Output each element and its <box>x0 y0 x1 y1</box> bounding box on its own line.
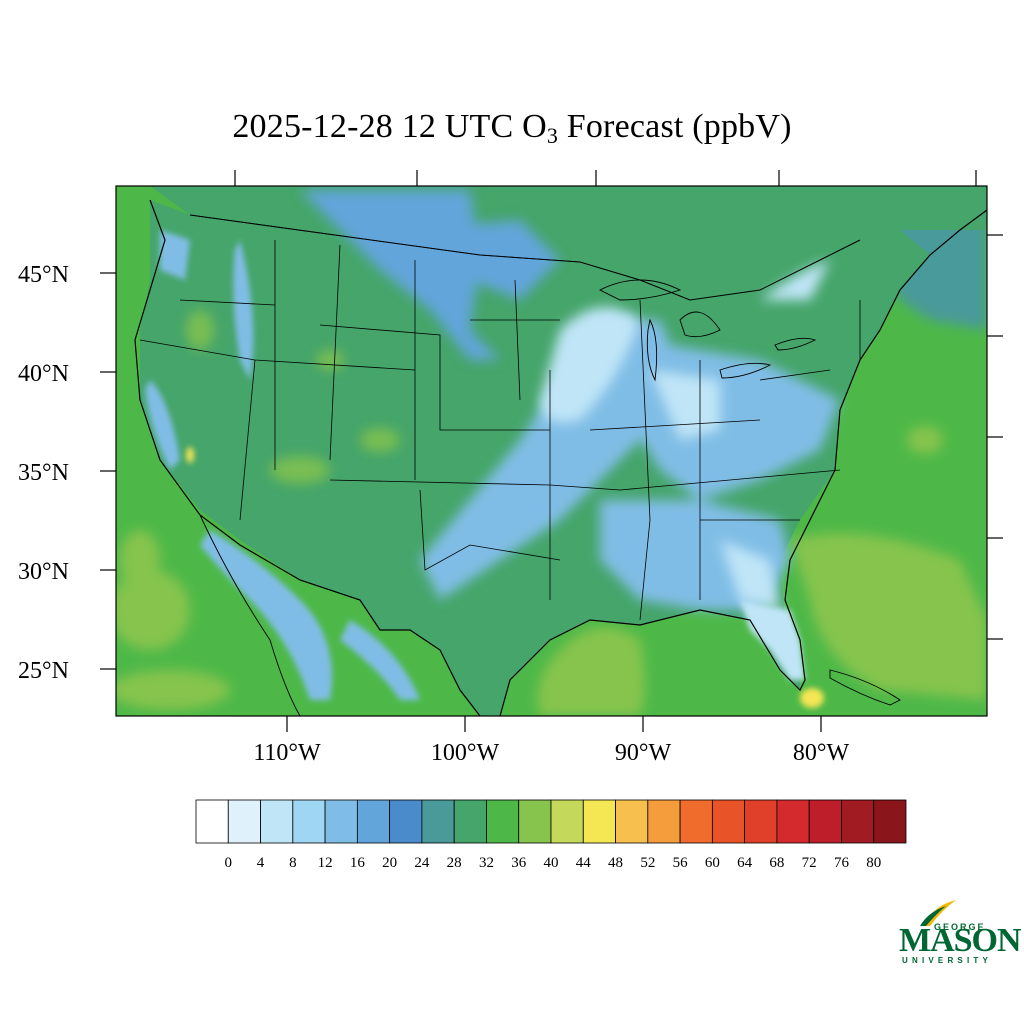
top-ticks <box>234 170 977 186</box>
colorbar-label: 44 <box>576 855 592 871</box>
colorbar-label: 64 <box>737 855 753 871</box>
colorbar-label: 40 <box>544 855 559 871</box>
lon-label: 90°W <box>615 740 672 766</box>
colorbar-label: 76 <box>834 855 850 871</box>
logo-george: GEORGE <box>934 922 986 932</box>
colorbar-swatch <box>711 799 746 844</box>
colorbar-label: 72 <box>802 855 817 871</box>
colorbar-swatch <box>873 799 907 844</box>
colorbar-label: 56 <box>673 855 689 871</box>
map-field <box>116 186 987 716</box>
george-mason-logo: GEORGE MASON UNIVERSITY <box>896 898 1022 968</box>
colorbar-label: 8 <box>289 855 297 871</box>
colorbar-swatch <box>615 799 649 844</box>
colorbar-label: 28 <box>447 855 462 871</box>
baja <box>199 514 301 716</box>
colorbar-swatch <box>324 799 358 844</box>
cuba <box>829 669 901 706</box>
leaf-icon <box>920 900 956 926</box>
title-subscript: 3 <box>546 123 559 148</box>
high-ozone-spots <box>186 447 824 708</box>
colorbar-swatch <box>260 799 294 844</box>
bottom-ticks <box>286 716 822 732</box>
lat-label: 25°N <box>18 658 69 684</box>
colorbar-swatch <box>518 799 552 844</box>
colorbar-swatch <box>421 799 455 844</box>
colorbar-label: 4 <box>257 855 265 871</box>
colorbar-swatch <box>776 799 810 844</box>
colorbar-label: 12 <box>318 855 333 871</box>
colorbar <box>195 799 907 844</box>
lon-label: 110°W <box>253 740 321 766</box>
lon-label: 100°W <box>431 740 500 766</box>
title-suffix: Forecast (ppbV) <box>558 108 792 145</box>
logo-university: UNIVERSITY <box>902 956 993 965</box>
colorbar-swatch <box>486 799 520 844</box>
light-blue-core <box>540 260 830 610</box>
colorbar-label: 52 <box>640 855 655 871</box>
colorbar-labels: 0 4 8 12 16 20 24 28 32 36 40 44 48 52 56 60 64 68 72 76 80 <box>225 855 882 871</box>
lat-label: 35°N <box>18 460 69 486</box>
colorbar-swatch <box>582 799 616 844</box>
lat-label: 45°N <box>18 262 69 288</box>
florida-field <box>740 600 805 680</box>
lon-label: 80°W <box>793 740 850 766</box>
colorbar-label: 60 <box>705 855 720 871</box>
latitude-labels: 45°N 40°N 35°N 30°N 25°N <box>18 262 69 684</box>
colorbar-swatch <box>227 799 261 844</box>
colorbar-swatch <box>292 799 326 844</box>
map-title: 2025-12-28 12 UTC O3 Forecast (ppbV) <box>0 108 1024 149</box>
lat-label: 40°N <box>18 361 69 387</box>
colorbar-label: 80 <box>866 855 881 871</box>
coastline <box>134 199 987 716</box>
colorbar-swatch <box>389 799 423 844</box>
longitude-labels: 110°W 100°W 90°W 80°W <box>253 740 849 766</box>
colorbar-label: 48 <box>608 855 623 871</box>
western-low-ozone <box>145 230 420 700</box>
pacific-light-field <box>116 530 230 710</box>
lat-label: 30°N <box>18 559 69 585</box>
colorbar-label: 20 <box>382 855 397 871</box>
western-moderate-ozone <box>186 310 400 484</box>
great-lakes <box>598 279 817 382</box>
map-frame <box>115 185 988 717</box>
colorbar-swatch <box>356 799 391 844</box>
colorbar-swatch <box>841 799 875 844</box>
colorbar-label: 32 <box>479 855 494 871</box>
colorbar-label: 16 <box>350 855 366 871</box>
colorbar-swatch <box>679 799 713 844</box>
colorbar-label: 68 <box>769 855 784 871</box>
colorbar-swatch <box>744 799 778 844</box>
gulf-field <box>537 426 987 716</box>
colorbar-swatch <box>647 799 681 844</box>
title-prefix: 2025-12-28 12 UTC O <box>232 108 547 145</box>
colorbar-label: 0 <box>225 855 233 871</box>
colorbar-label: 24 <box>414 855 430 871</box>
plains-low-ozone <box>300 190 560 360</box>
colorbar-swatch <box>808 799 842 844</box>
left-ticks <box>100 272 116 670</box>
right-ticks <box>987 234 1003 640</box>
colorbar-swatch <box>195 799 229 844</box>
colorbar-label: 36 <box>511 855 527 871</box>
colorbar-swatch <box>550 799 584 844</box>
us-canada-border <box>189 214 861 301</box>
colorbar-swatch <box>453 799 487 844</box>
logo-mason: MASON <box>899 922 1022 959</box>
